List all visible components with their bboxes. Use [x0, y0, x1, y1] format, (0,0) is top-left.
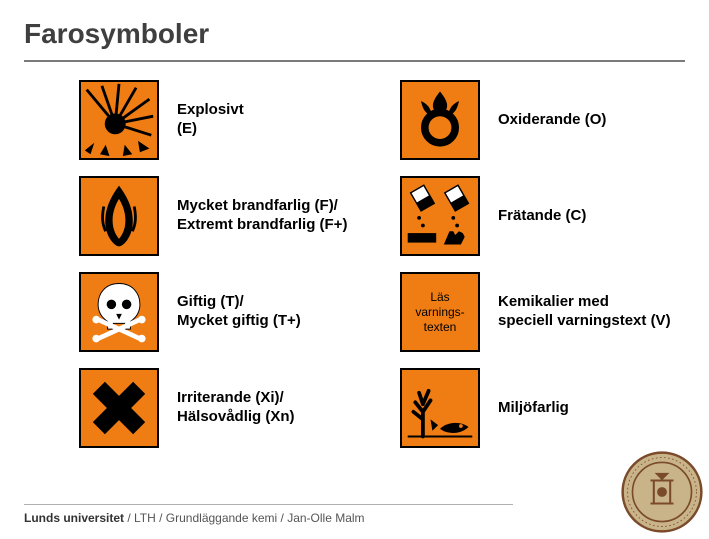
footer: Lunds universitet / LTH / Grundläggande … [24, 504, 685, 525]
hazard-grid: Explosivt(E) Oxiderande (O) Mycket brand… [24, 80, 685, 448]
university-seal-icon [621, 451, 703, 533]
oxidizing-icon [400, 80, 480, 160]
footer-divider [24, 504, 513, 505]
title-divider [24, 60, 685, 62]
flammable-label: Mycket brandfarlig (F)/Extremt brandfarl… [177, 197, 382, 235]
oxidizing-label: Oxiderande (O) [498, 111, 709, 130]
page-title: Farosymboler [24, 18, 685, 50]
footer-text: Lunds universitet / LTH / Grundläggande … [24, 511, 685, 525]
warningtext-label: Kemikalier medspeciell varningstext (V) [498, 293, 709, 331]
explosive-icon [79, 80, 159, 160]
corrosive-icon [400, 176, 480, 256]
flammable-icon [79, 176, 159, 256]
envhazard-label: Miljöfarlig [498, 399, 709, 418]
corrosive-label: Frätande (C) [498, 207, 709, 226]
warning-line-1: Läs [430, 290, 449, 304]
footer-university: Lunds universitet [24, 511, 124, 525]
warningtext-icon: Läs varnings- texten [400, 272, 480, 352]
irritant-label: Irriterande (Xi)/Hälsovådlig (Xn) [177, 389, 382, 427]
warning-line-3: texten [424, 320, 457, 334]
toxic-label: Giftig (T)/Mycket giftig (T+) [177, 293, 382, 331]
toxic-icon [79, 272, 159, 352]
irritant-icon [79, 368, 159, 448]
warning-line-2: varnings- [415, 305, 464, 319]
footer-rest: / LTH / Grundläggande kemi / Jan-Olle Ma… [124, 511, 365, 525]
envhazard-icon [400, 368, 480, 448]
explosive-label: Explosivt(E) [177, 101, 382, 139]
